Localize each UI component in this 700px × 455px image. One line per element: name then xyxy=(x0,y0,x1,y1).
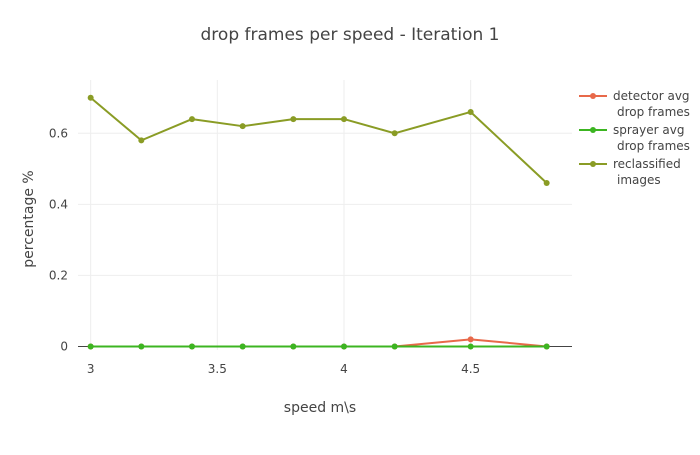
y-axis-title: percentage % xyxy=(21,170,37,267)
legend-label: reclassified images xyxy=(613,157,681,187)
legend-swatch-marker xyxy=(590,127,596,133)
tick-labels: 3 3.5 4 4.5 0 0.2 0.4 0.6 xyxy=(49,126,480,376)
x-tick-label: 4 xyxy=(340,362,348,376)
data-point xyxy=(189,343,195,350)
legend-item: reclassified images xyxy=(579,157,681,187)
y-tick-label: 0.4 xyxy=(49,197,68,211)
legend-label-line: detector avg xyxy=(613,89,690,103)
data-point xyxy=(391,130,398,137)
data-point xyxy=(467,336,474,343)
series-2 xyxy=(87,343,550,350)
legend-item: detector avg drop frames xyxy=(579,89,690,119)
legend-item: sprayer avg drop frames xyxy=(579,123,690,153)
data-point xyxy=(341,343,347,350)
data-point xyxy=(138,343,145,350)
series-layer xyxy=(87,94,550,350)
series-3 xyxy=(87,94,550,187)
legend-label-line: images xyxy=(617,173,661,187)
legend-swatch-marker xyxy=(590,161,596,167)
y-tick-label: 0.6 xyxy=(49,126,68,140)
chart-title: drop frames per speed - Iteration 1 xyxy=(201,25,500,45)
data-point xyxy=(290,343,297,350)
legend-swatch-marker xyxy=(590,93,596,99)
y-tick-label: 0.2 xyxy=(49,268,68,282)
legend: detector avg drop frames sprayer avg drop f… xyxy=(579,89,690,187)
x-tick-label: 4.5 xyxy=(461,362,480,376)
data-point xyxy=(467,108,474,115)
data-point xyxy=(239,343,246,350)
legend-label-line: sprayer avg xyxy=(613,123,684,137)
data-point xyxy=(543,180,550,187)
legend-label-line: drop frames xyxy=(617,139,690,153)
data-point xyxy=(189,116,195,123)
x-tick-label: 3 xyxy=(87,362,95,376)
data-point xyxy=(87,94,94,101)
data-point xyxy=(341,116,347,123)
legend-label-line: reclassified xyxy=(613,157,681,171)
legend-label-line: drop frames xyxy=(617,105,690,119)
data-point xyxy=(467,343,474,350)
x-tick-label: 3.5 xyxy=(208,362,227,376)
data-point xyxy=(391,343,398,350)
legend-label: sprayer avg drop frames xyxy=(613,123,690,153)
legend-label: detector avg drop frames xyxy=(613,89,690,119)
data-point xyxy=(87,343,94,350)
data-point xyxy=(290,116,297,123)
data-point xyxy=(239,123,246,130)
data-point xyxy=(138,137,145,144)
data-point xyxy=(543,343,550,350)
x-axis-title: speed m\s xyxy=(284,400,356,416)
y-tick-label: 0 xyxy=(60,339,68,353)
